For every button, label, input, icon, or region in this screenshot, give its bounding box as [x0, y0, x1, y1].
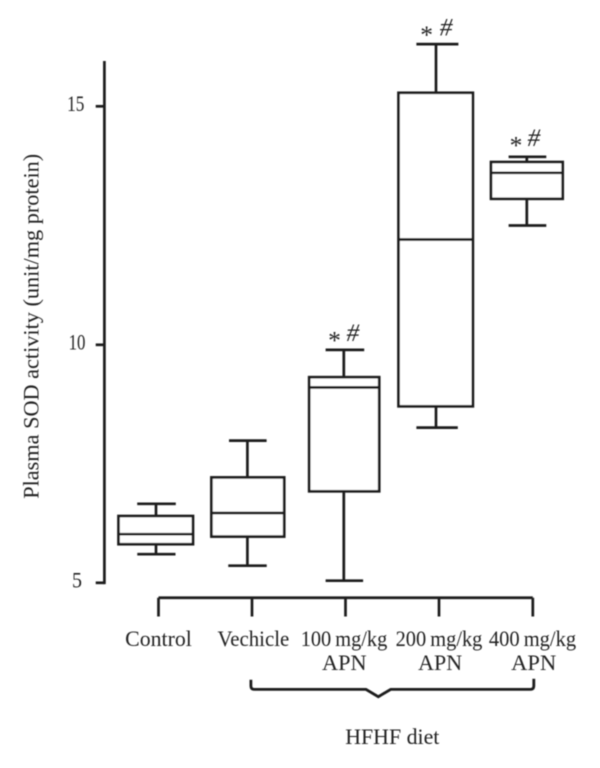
svg-text:HFHF diet: HFHF diet: [345, 724, 439, 749]
svg-text:400 mg/kg: 400 mg/kg: [489, 626, 576, 651]
svg-text:*: *: [510, 130, 523, 159]
svg-text:#: #: [347, 318, 361, 347]
svg-text:APN: APN: [418, 650, 462, 675]
svg-text:15: 15: [67, 91, 84, 116]
svg-text:10: 10: [69, 330, 86, 355]
svg-text:#: #: [528, 123, 542, 152]
svg-text:APN: APN: [322, 650, 367, 675]
svg-text:100 mg/kg: 100 mg/kg: [301, 626, 388, 651]
svg-text:200 mg/kg: 200 mg/kg: [396, 626, 483, 651]
svg-text:*: *: [420, 20, 433, 49]
svg-text:5: 5: [72, 568, 82, 593]
svg-text:Control: Control: [125, 626, 192, 651]
svg-text:*: *: [328, 326, 341, 355]
svg-text:Plasma SOD activity (unit/mg p: Plasma SOD activity (unit/mg protein): [19, 154, 44, 499]
svg-text:APN: APN: [511, 650, 556, 675]
svg-text:Vechicle: Vechicle: [218, 626, 290, 651]
svg-text:#: #: [440, 13, 454, 42]
